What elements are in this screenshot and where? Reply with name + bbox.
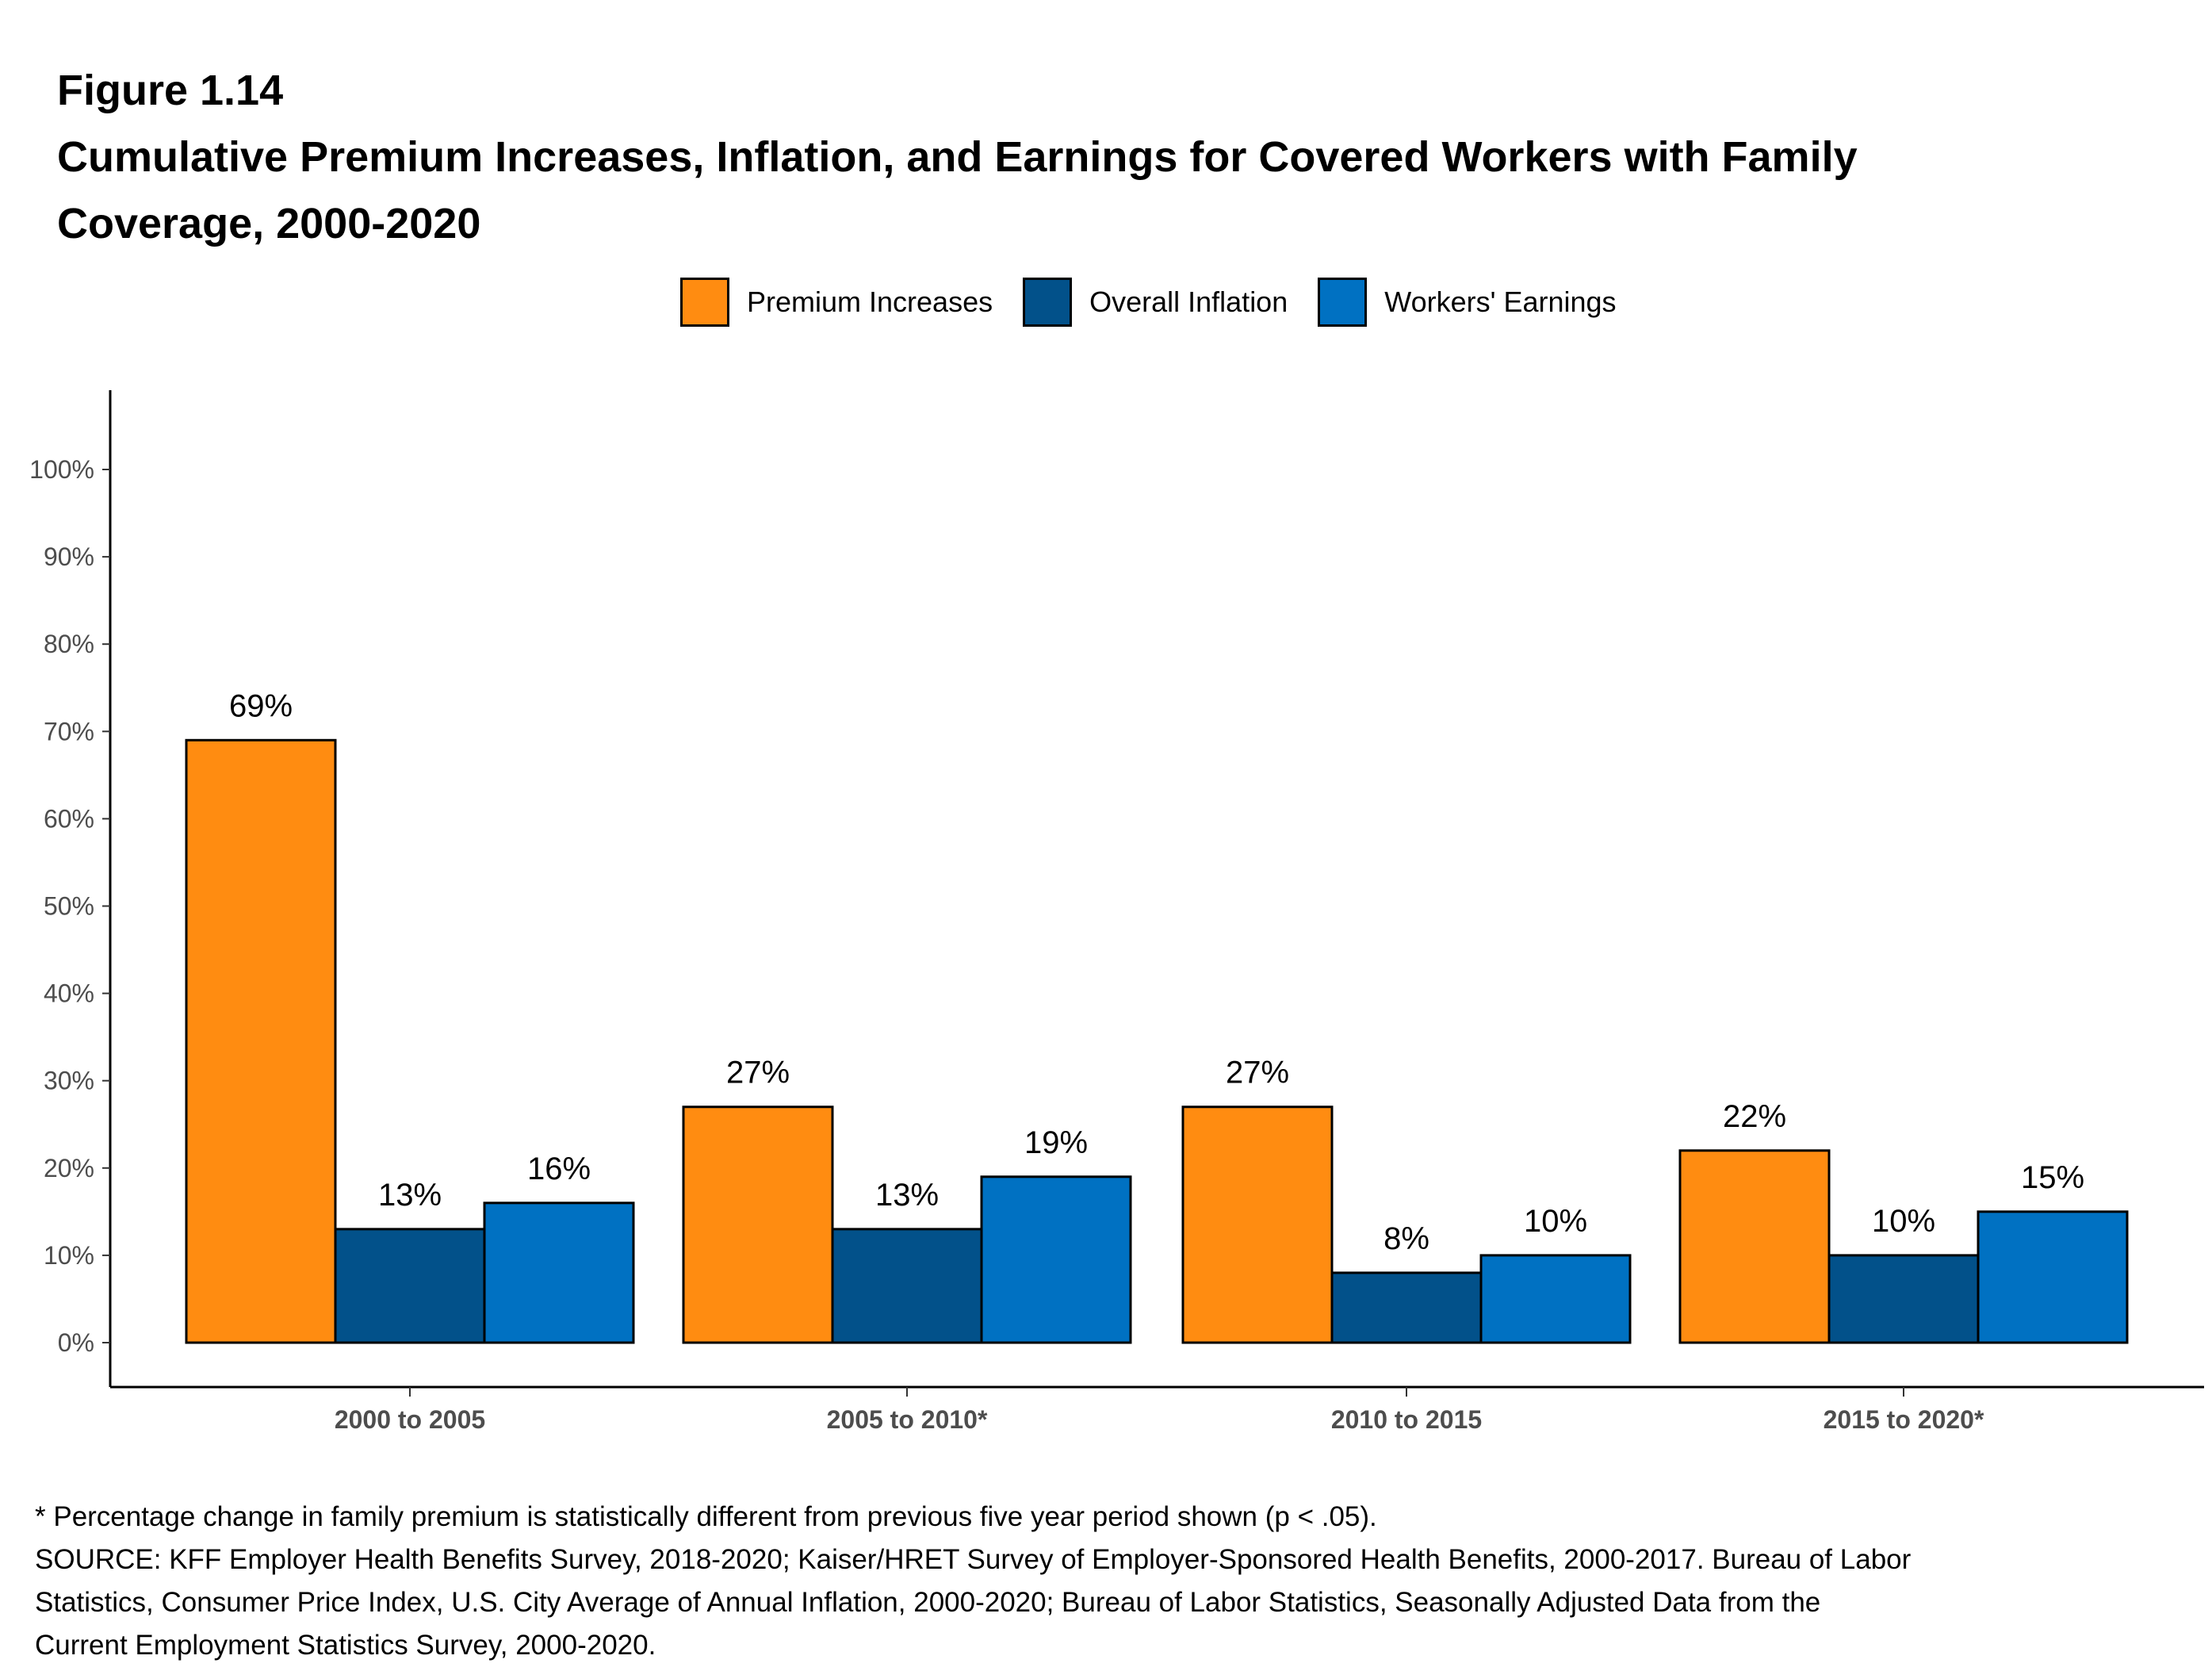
- data-label: 13%: [378, 1178, 442, 1213]
- data-label: 10%: [1524, 1204, 1587, 1239]
- data-label: 69%: [229, 688, 293, 723]
- legend-item-inflation: Overall Inflation: [1023, 278, 1288, 327]
- footnote-significance: * Percentage change in family premium is…: [35, 1501, 1377, 1532]
- data-label: 10%: [1872, 1204, 1935, 1239]
- bar: [1479, 1254, 1632, 1344]
- y-tick-label: 100%: [29, 455, 94, 484]
- legend-swatch-premium: [680, 278, 729, 327]
- bar: [682, 1106, 834, 1344]
- bar: [1827, 1254, 1980, 1344]
- x-tick-label: 2000 to 2005: [335, 1405, 485, 1434]
- source-line-1: SOURCE: KFF Employer Health Benefits Sur…: [35, 1544, 1912, 1575]
- y-tick-label: 20%: [44, 1154, 94, 1182]
- y-tick-label: 70%: [44, 717, 94, 745]
- bar: [483, 1201, 635, 1344]
- data-label: 19%: [1024, 1125, 1088, 1160]
- legend-swatch-earnings: [1318, 278, 1368, 327]
- legend-item-earnings: Workers' Earnings: [1318, 278, 1617, 327]
- bar: [831, 1228, 983, 1344]
- data-label: 8%: [1383, 1221, 1429, 1256]
- data-label: 16%: [527, 1152, 591, 1186]
- legend-swatch-inflation: [1023, 278, 1073, 327]
- y-tick-label: 10%: [44, 1241, 94, 1270]
- x-tick-label: 2010 to 2015: [1331, 1405, 1482, 1434]
- legend-item-premium: Premium Increases: [680, 278, 993, 327]
- y-tick-label: 0%: [58, 1328, 94, 1357]
- figure-label: Figure 1.14: [57, 67, 284, 114]
- data-label: 22%: [1723, 1099, 1786, 1134]
- bar: [185, 738, 337, 1344]
- y-tick-label: 50%: [44, 892, 94, 921]
- bar: [1977, 1210, 2129, 1344]
- y-tick-label: 60%: [44, 804, 94, 833]
- bar: [1330, 1271, 1483, 1344]
- bar: [1678, 1149, 1831, 1344]
- y-tick-label: 40%: [44, 979, 94, 1008]
- data-label: 27%: [726, 1056, 790, 1090]
- legend-label: Workers' Earnings: [1384, 285, 1617, 318]
- data-label: 13%: [875, 1178, 939, 1213]
- source-line-2: Statistics, Consumer Price Index, U.S. C…: [35, 1587, 1821, 1618]
- legend-label: Premium Increases: [747, 285, 993, 318]
- chart-title-line1: Cumulative Premium Increases, Inflation,…: [57, 133, 1858, 181]
- y-tick-label: 80%: [44, 630, 94, 658]
- data-label: 15%: [2021, 1160, 2084, 1195]
- x-tick-label: 2005 to 2010*: [827, 1405, 988, 1434]
- chart-title-line2: Coverage, 2000-2020: [57, 200, 481, 247]
- bar: [980, 1175, 1132, 1344]
- x-tick-label: 2015 to 2020*: [1824, 1405, 1984, 1434]
- y-tick-label: 90%: [44, 542, 94, 571]
- data-label: 27%: [1226, 1056, 1289, 1090]
- bar: [334, 1228, 486, 1344]
- y-tick-label: 30%: [44, 1067, 94, 1095]
- legend-label: Overall Inflation: [1089, 285, 1288, 318]
- source-line-3: Current Employment Statistics Survey, 20…: [35, 1630, 656, 1661]
- bar: [1181, 1106, 1334, 1344]
- legend: Premium Increases Overall Inflation Work…: [680, 278, 1647, 327]
